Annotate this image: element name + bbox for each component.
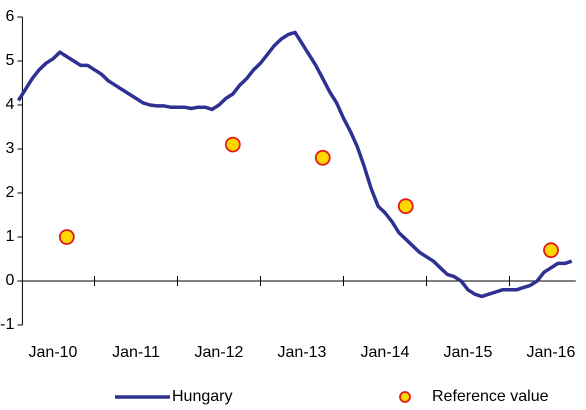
point: [397, 198, 414, 215]
y-tick-label: 1: [6, 228, 15, 245]
point: [58, 229, 75, 245]
y-tick-label: 0: [6, 272, 15, 289]
x-tick-label: Jan-14: [361, 344, 410, 361]
point: [314, 149, 331, 166]
x-tick-label: Jan-15: [444, 344, 493, 361]
y-tick-label: 6: [6, 8, 15, 25]
legend-swatch: [399, 391, 411, 403]
y-tick-label: 2: [6, 184, 15, 201]
y-tick-label: -1: [0, 316, 14, 333]
y-tick-label: 5: [6, 52, 15, 69]
x-tick-label: Jan-10: [29, 344, 78, 361]
x-tick-label: Jan-12: [195, 344, 244, 361]
point: [224, 136, 241, 153]
x-tick-label: Jan-11: [112, 344, 160, 361]
legend-label: Reference value: [432, 388, 549, 405]
legend-label: Hungary: [172, 388, 232, 405]
y-tick-label: 3: [6, 140, 15, 157]
point: [543, 242, 559, 259]
x-tick-label: Jan-13: [278, 344, 327, 361]
x-tick-label: Jan-16: [527, 344, 576, 361]
line: [16, 30, 573, 299]
y-tick-label: 4: [6, 96, 15, 113]
